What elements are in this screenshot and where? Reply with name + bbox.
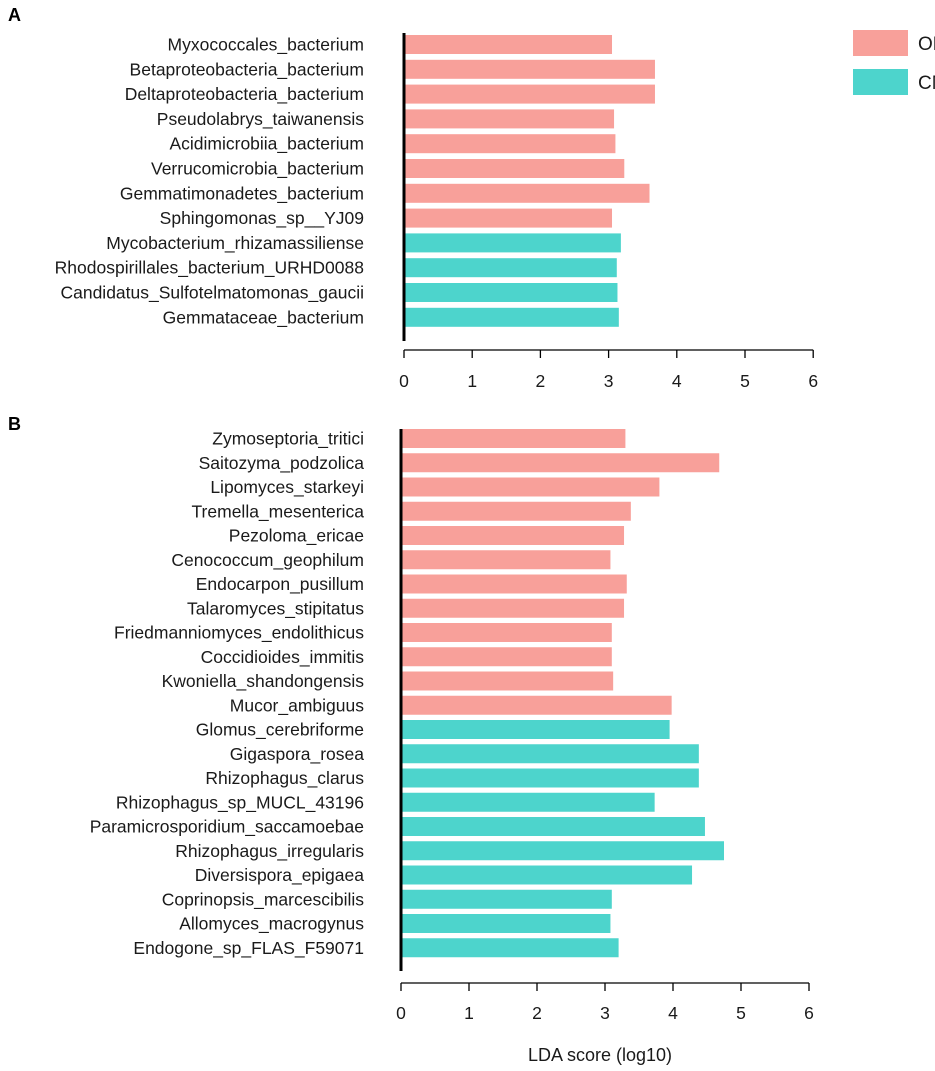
- panel-b-x-tick-label: 1: [464, 1003, 474, 1023]
- panel-a-bar: [404, 35, 613, 54]
- panel-b-bar: [401, 817, 705, 836]
- panel-b-category-label: Coccidioides_immitis: [201, 647, 365, 668]
- panel-b-bar: [401, 453, 720, 473]
- panel-a-x-tick-label: 0: [399, 371, 409, 391]
- panel-b-x-tick-label: 2: [532, 1003, 542, 1023]
- panel-b-bar: [401, 429, 626, 448]
- panel-a-chart: Myxococcales_bacterium Betaproteobacteria…: [55, 33, 818, 391]
- panel-b-bar: [401, 938, 619, 958]
- panel-b-bar: [401, 526, 625, 545]
- panel-b-bar: [401, 865, 693, 885]
- panel-b-category-label: Coprinopsis_marcescibilis: [162, 889, 365, 910]
- panel-b-category-label: Kwoniella_shandongensis: [162, 671, 365, 692]
- panel-b-category-label: Rhizophagus_irregularis: [175, 841, 364, 862]
- panel-b-bar: [401, 623, 612, 642]
- panel-b-category-label: Mucor_ambiguus: [230, 695, 364, 716]
- panel-b-bar: [401, 671, 614, 691]
- panel-a-x-tick-label: 6: [808, 371, 818, 391]
- panel-a-category-label: Candidatus_Sulfotelmatomonas_gaucii: [60, 283, 364, 304]
- panel-a-bar: [404, 109, 615, 129]
- panel-b-category-label: Gigaspora_rosea: [230, 744, 365, 765]
- panel-b-category-label: Diversispora_epigaea: [195, 865, 365, 886]
- panel-a-x-tick-label: 5: [740, 371, 750, 391]
- panel-a-bar: [404, 134, 616, 154]
- panel-b-bar: [401, 574, 627, 594]
- panel-a-bar: [404, 307, 619, 327]
- panel-a-x-tick-label: 4: [672, 371, 682, 391]
- panel-a-bar: [404, 233, 621, 253]
- panel-b-bar: [401, 768, 699, 788]
- panel-b-category-label: Rhizophagus_sp_MUCL_43196: [116, 792, 364, 813]
- panel-b-category-label: Lipomyces_starkeyi: [210, 477, 364, 498]
- panel-b-category-label: Rhizophagus_clarus: [205, 768, 364, 789]
- panel-b-category-label: Pezoloma_ericae: [229, 526, 364, 547]
- panel-b-category-label: Allomyces_macrogynus: [179, 914, 364, 935]
- panel-b-bar: [401, 647, 612, 667]
- panel-b-x-tick-label: 5: [736, 1003, 746, 1023]
- legend-label-cm: CM: [918, 73, 935, 94]
- panel-b-chart: Zymoseptoria_tritici Saitozyma_podzolica L…: [90, 429, 814, 1024]
- panel-a-bar: [404, 159, 625, 178]
- panel-b-bar: [401, 550, 611, 570]
- panel-b-category-label: Paramicrosporidium_saccamoebae: [90, 817, 364, 838]
- panel-a-bar: [404, 283, 618, 302]
- panel-a-category-label: Sphingomonas_sp__YJ09: [160, 208, 364, 229]
- panel-b-x-tick-label: 0: [396, 1003, 406, 1023]
- panel-a-x-tick-label: 1: [467, 371, 477, 391]
- panel-b-category-label: Tremella_mesenterica: [192, 501, 365, 522]
- panel-a-category-label: Deltaproteobacteria_bacterium: [125, 84, 364, 105]
- panel-a-bar: [404, 208, 613, 228]
- panel-a-category-label: Betaproteobacteria_bacterium: [130, 59, 364, 80]
- panel-a-category-label: Verrucomicrobia_bacterium: [151, 159, 364, 180]
- panel-b-category-label: Endogone_sp_FLAS_F59071: [133, 938, 364, 959]
- panel-b-category-label: Zymoseptoria_tritici: [212, 429, 364, 450]
- panel-a-bar: [404, 59, 655, 79]
- panel-label-a: A: [8, 5, 21, 25]
- panel-b-bar: [401, 501, 631, 521]
- panel-a-x-tick-label: 2: [536, 371, 546, 391]
- panel-b-bar: [401, 477, 660, 497]
- panel-label-b: B: [8, 414, 21, 434]
- panel-a-category-label: Pseudolabrys_taiwanensis: [157, 109, 364, 130]
- panel-b-category-label: Saitozyma_podzolica: [199, 453, 365, 474]
- panel-b-x-tick-label: 3: [600, 1003, 610, 1023]
- panel-b-bar: [401, 744, 699, 764]
- panel-b-category-label: Glomus_cerebriforme: [196, 720, 364, 741]
- panel-b-category-label: Cenococcum_geophilum: [171, 550, 364, 571]
- panel-a-category-label: Gemmataceae_bacterium: [163, 307, 364, 328]
- panel-a-category-label: Acidimicrobiia_bacterium: [169, 134, 364, 155]
- panel-b-bar: [401, 889, 612, 909]
- x-axis-title: LDA score (log10): [528, 1045, 672, 1065]
- panel-b-category-label: Talaromyces_stipitatus: [187, 598, 364, 619]
- panel-b-bar: [401, 792, 655, 812]
- panel-a-bar: [404, 183, 650, 203]
- panel-a-category-label: Mycobacterium_rhizamassiliense: [106, 233, 364, 254]
- panel-b-category-label: Endocarpon_pusillum: [196, 574, 364, 595]
- panel-b-category-label: Friedmanniomyces_endolithicus: [114, 623, 364, 644]
- panel-a-x-tick-label: 3: [604, 371, 614, 391]
- panel-b-bar: [401, 695, 672, 715]
- panel-b-bar: [401, 598, 625, 618]
- legend-swatch-om: [853, 30, 908, 56]
- panel-a-category-label: Gemmatimonadetes_bacterium: [120, 183, 364, 204]
- panel-a-category-label: Rhodospirillales_bacterium_URHD0088: [55, 258, 364, 279]
- panel-b-x-tick-label: 4: [668, 1003, 678, 1023]
- legend-swatch-cm: [853, 69, 908, 95]
- panel-b-bar: [401, 841, 724, 861]
- legend-label-om: OM: [918, 34, 935, 55]
- panel-a-bar: [404, 258, 617, 278]
- panel-a-category-label: Myxococcales_bacterium: [168, 35, 364, 56]
- panel-b-bar: [401, 914, 611, 933]
- panel-b-bar: [401, 720, 670, 739]
- legend: OM CM: [853, 30, 935, 95]
- panel-b-x-tick-label: 6: [804, 1003, 814, 1023]
- panel-a-bar: [404, 84, 655, 104]
